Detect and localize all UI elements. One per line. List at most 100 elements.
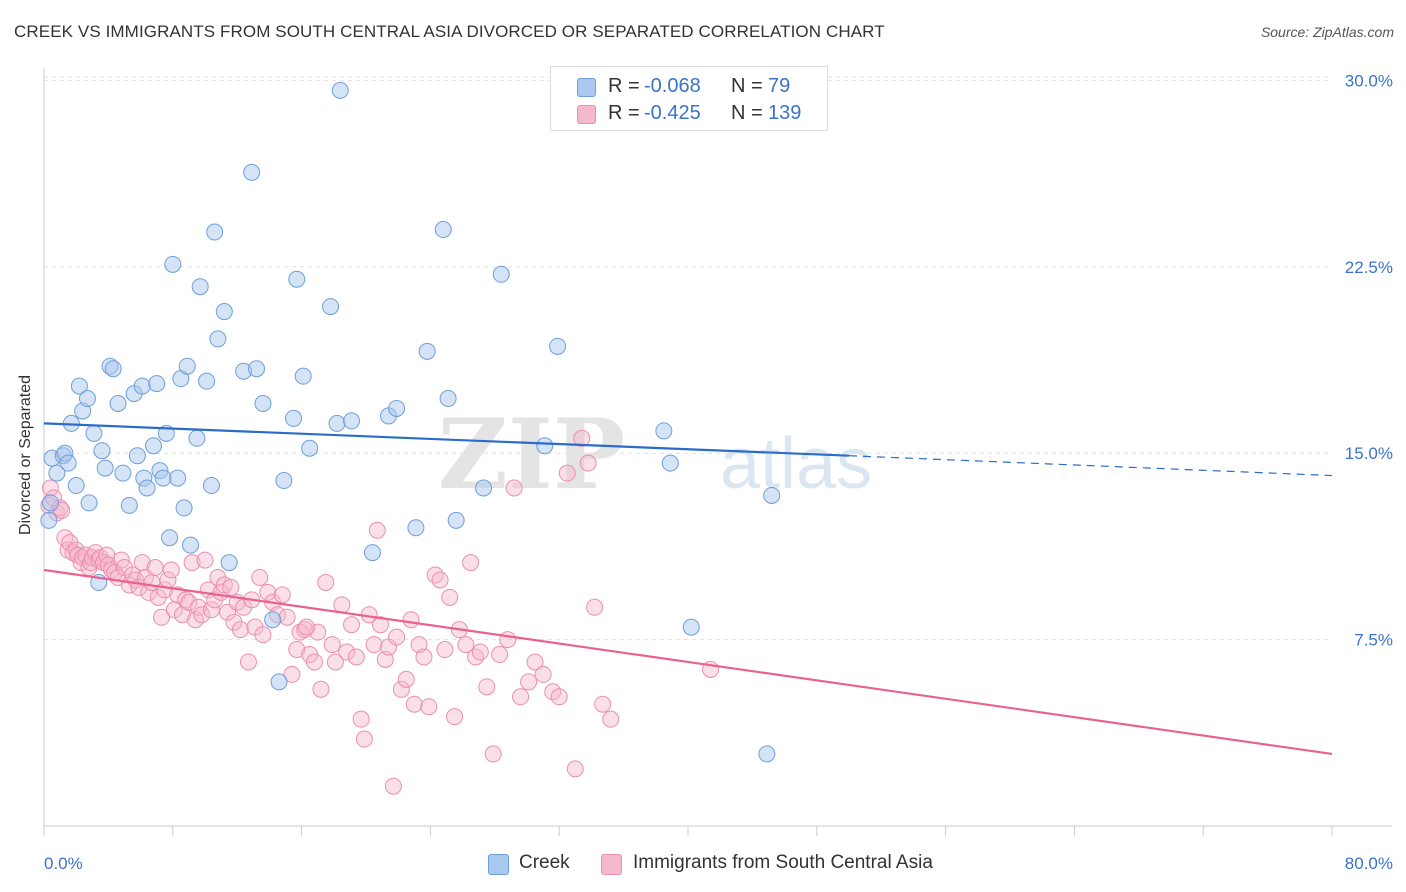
creek-point: [202, 477, 220, 495]
immigrants-point: [333, 596, 351, 614]
creek-point: [254, 395, 272, 413]
creek-point: [434, 221, 452, 239]
axes: [43, 68, 1392, 836]
creek-point: [109, 395, 127, 413]
legend-row-creek: R = -0.068 N = 79: [551, 75, 827, 101]
immigrants-point: [153, 608, 171, 626]
immigrants-point: [526, 653, 544, 671]
immigrants-point: [352, 710, 370, 728]
immigrants-point: [431, 571, 449, 589]
creek-point: [48, 464, 66, 482]
r-value: -0.425: [644, 102, 701, 124]
creek-point: [67, 477, 85, 495]
creek-point: [536, 437, 554, 455]
immigrants-point: [259, 583, 277, 601]
immigrants-point: [323, 636, 341, 654]
creek-point: [182, 536, 200, 554]
immigrants-point: [534, 665, 552, 683]
creek-point: [655, 422, 673, 440]
immigrants-swatch: [601, 854, 622, 875]
immigrants-point: [365, 636, 383, 654]
legend-label-creek: Creek: [519, 852, 570, 873]
legend-label-immigrants: Immigrants from South Central Asia: [633, 852, 933, 873]
r-value: -0.068: [644, 75, 701, 97]
n-value: 79: [768, 75, 791, 97]
immigrants-point: [371, 616, 389, 634]
creek-point: [220, 554, 238, 572]
creek-point: [198, 372, 216, 390]
creek-point: [328, 414, 346, 432]
immigrants-point: [573, 429, 591, 447]
immigrants-point: [347, 648, 365, 666]
chart-title: CREEK VS IMMIGRANTS FROM SOUTH CENTRAL A…: [14, 22, 885, 41]
creek-point: [144, 437, 162, 455]
creek-point: [138, 479, 156, 497]
creek-point: [169, 469, 187, 487]
immigrants-point: [177, 591, 195, 609]
immigrants-point: [343, 616, 361, 634]
creek-point: [59, 454, 77, 472]
series-creek-points: [40, 81, 781, 763]
immigrants-point: [602, 710, 620, 728]
creek-point: [758, 745, 776, 763]
creek-point: [188, 429, 206, 447]
immigrants-point: [196, 551, 214, 569]
immigrants-point: [309, 623, 327, 641]
immigrants-point: [368, 521, 386, 539]
y-tick-label: 15.0%: [1345, 444, 1393, 463]
creek-point: [215, 303, 233, 321]
creek-point: [209, 330, 227, 348]
creek-point: [40, 511, 58, 529]
creek-point: [294, 367, 312, 385]
immigrants-point: [384, 777, 402, 795]
creek-point: [178, 357, 196, 375]
gridlines: [44, 76, 1332, 641]
creek-point: [288, 270, 306, 288]
immigrants-point: [297, 618, 315, 636]
watermark-atlas: atlas: [720, 424, 872, 504]
creek-point: [114, 464, 132, 482]
creek-point: [682, 618, 700, 636]
creek-point: [148, 375, 166, 393]
correlation-legend: R = -0.068 N = 79 R = -0.425 N = 139: [550, 66, 828, 131]
trend-lines: [43, 422, 1333, 756]
immigrants-point: [254, 626, 272, 644]
immigrants-point: [420, 698, 438, 716]
immigrants-point: [520, 673, 538, 691]
y-tick-label: 7.5%: [1354, 631, 1393, 650]
creek-point: [191, 278, 209, 296]
immigrants-point: [566, 760, 584, 778]
creek-trend-extension: [848, 455, 1333, 477]
immigrants-point: [512, 688, 530, 706]
immigrants-point: [441, 588, 459, 606]
creek-point: [661, 454, 679, 472]
immigrants-point: [397, 670, 415, 688]
source-label: Source: ZipAtlas.com: [1260, 24, 1394, 40]
immigrants-point: [296, 621, 314, 639]
tick-labels: 7.5% 15.0% 22.5% 30.0% 0.0% 80.0%: [44, 71, 1393, 873]
creek-point: [128, 447, 146, 465]
immigrants-point: [162, 561, 180, 579]
n-label: N =: [731, 75, 763, 97]
immigrants-point: [183, 554, 201, 572]
creek-point: [70, 377, 88, 395]
creek-point: [96, 459, 114, 477]
immigrants-point: [446, 708, 464, 726]
immigrants-point: [326, 653, 344, 671]
immigrants-point: [355, 730, 373, 748]
immigrants-point: [288, 641, 306, 659]
immigrants-point: [436, 641, 454, 659]
immigrants-point: [491, 646, 509, 664]
r-label: R =: [608, 75, 640, 97]
immigrants-point: [338, 643, 356, 661]
immigrants-point: [415, 648, 433, 666]
creek-swatch: [577, 78, 596, 97]
immigrants-point: [478, 678, 496, 696]
y-tick-label: 22.5%: [1345, 258, 1393, 277]
immigrants-point: [317, 573, 335, 591]
creek-point: [322, 298, 340, 316]
immigrants-point: [180, 593, 198, 611]
creek-point: [104, 360, 122, 378]
immigrants-point: [392, 680, 410, 698]
immigrants-point: [505, 479, 523, 497]
